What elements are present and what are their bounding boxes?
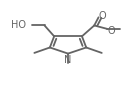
Text: O: O [99, 11, 107, 21]
Text: N: N [64, 55, 72, 65]
Text: O: O [108, 26, 115, 36]
Text: HO: HO [11, 21, 26, 30]
